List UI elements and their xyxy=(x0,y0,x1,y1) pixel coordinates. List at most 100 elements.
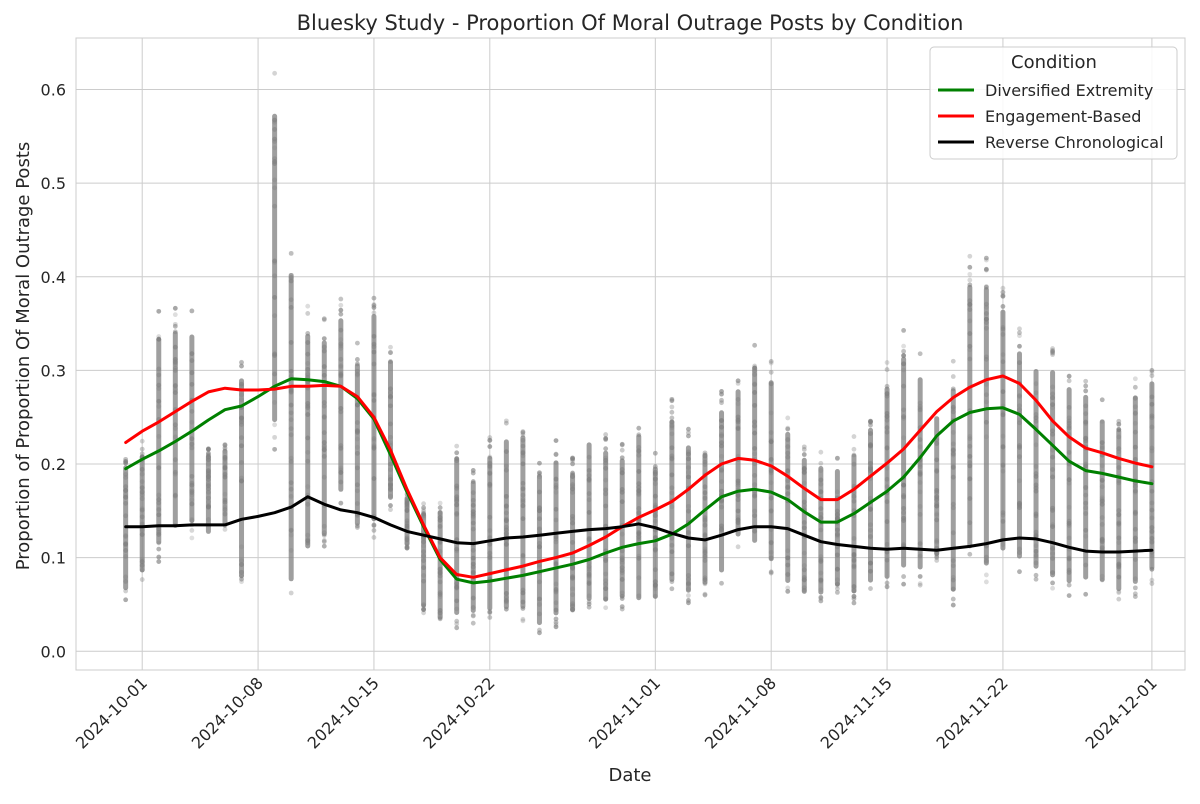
scatter-point xyxy=(901,581,907,587)
scatter-point xyxy=(520,449,526,455)
scatter-point xyxy=(553,619,559,625)
scatter-point xyxy=(206,517,211,522)
scatter-point xyxy=(917,582,923,588)
scatter-point xyxy=(172,323,178,329)
scatter-point xyxy=(884,549,890,555)
scatter-point xyxy=(239,569,244,575)
scatter-point xyxy=(785,444,791,450)
scatter-point xyxy=(338,341,344,347)
scatter-point xyxy=(735,483,741,488)
scatter-point xyxy=(503,518,509,524)
scatter-point xyxy=(206,452,211,458)
scatter-point xyxy=(222,497,228,503)
scatter-point xyxy=(586,579,592,585)
scatter-point xyxy=(917,351,923,357)
scatter-point xyxy=(354,428,360,434)
scatter-point xyxy=(818,506,824,511)
scatter-point xyxy=(156,546,162,552)
scatter-point xyxy=(950,474,956,480)
scatter-point xyxy=(1033,576,1039,582)
scatter-point xyxy=(901,383,907,389)
scatter-point xyxy=(983,579,989,585)
scatter-point xyxy=(702,453,708,459)
scatter-point xyxy=(652,547,658,553)
scatter-point xyxy=(1066,405,1072,410)
scatter-layer xyxy=(123,70,1155,636)
scatter-point xyxy=(388,461,393,467)
scatter-point xyxy=(123,494,129,500)
scatter-point xyxy=(421,602,426,608)
scatter-point xyxy=(371,333,377,339)
scatter-point xyxy=(222,511,228,517)
scatter-column xyxy=(239,359,245,585)
scatter-point xyxy=(437,594,443,600)
scatter-point xyxy=(487,550,493,556)
scatter-point xyxy=(454,485,460,491)
scatter-point xyxy=(967,453,973,459)
scatter-point xyxy=(917,462,923,467)
scatter-point xyxy=(851,553,857,559)
scatter-point xyxy=(520,499,526,505)
scatter-point xyxy=(470,547,476,553)
scatter-point xyxy=(222,442,228,448)
scatter-point xyxy=(305,311,311,316)
scatter-point xyxy=(1017,443,1022,449)
lines-layer xyxy=(124,374,1154,585)
scatter-point xyxy=(421,565,426,571)
scatter-point xyxy=(421,539,426,545)
scatter-point xyxy=(586,572,592,578)
scatter-point xyxy=(934,550,940,556)
scatter-point xyxy=(338,409,344,415)
scatter-point xyxy=(272,127,278,132)
scatter-point xyxy=(619,489,625,495)
scatter-point xyxy=(222,507,228,512)
scatter-point xyxy=(1066,523,1072,528)
scatter-point xyxy=(454,598,460,604)
scatter-point xyxy=(388,507,393,513)
scatter-point xyxy=(123,533,129,538)
scatter-point xyxy=(503,418,509,424)
scatter-column xyxy=(1050,346,1056,591)
scatter-point xyxy=(603,455,609,461)
scatter-point xyxy=(1066,425,1072,431)
scatter-point xyxy=(686,503,691,509)
scatter-point xyxy=(537,564,542,570)
scatter-point xyxy=(172,344,178,350)
scatter-point xyxy=(1033,511,1039,517)
scatter-point xyxy=(801,466,807,471)
scatter-point xyxy=(487,555,493,561)
scatter-point xyxy=(1066,518,1072,524)
scatter-point xyxy=(454,511,460,516)
scatter-point xyxy=(636,481,642,486)
scatter-point xyxy=(1066,480,1072,486)
scatter-point xyxy=(1083,419,1089,425)
scatter-point xyxy=(619,560,625,566)
scatter-point xyxy=(437,569,443,575)
scatter-point xyxy=(669,586,675,592)
scatter-point xyxy=(785,415,791,421)
scatter-point xyxy=(156,336,162,342)
scatter-point xyxy=(272,117,278,123)
scatter-point xyxy=(553,476,559,482)
scatter-point xyxy=(884,484,890,490)
scatter-point xyxy=(454,621,460,627)
scatter-point xyxy=(1017,343,1022,349)
scatter-point xyxy=(156,559,162,564)
scatter-point xyxy=(156,403,162,409)
scatter-point xyxy=(636,484,642,490)
scatter-point xyxy=(288,426,294,432)
scatter-point xyxy=(901,493,907,498)
x-tick-label: 2024-11-01 xyxy=(585,673,664,752)
scatter-point xyxy=(950,451,956,457)
scatter-point xyxy=(123,574,129,580)
scatter-point xyxy=(1083,461,1089,467)
scatter-column xyxy=(1116,418,1122,602)
scatter-point xyxy=(1132,420,1138,426)
scatter-point xyxy=(686,451,691,457)
scatter-point xyxy=(934,551,940,557)
scatter-point xyxy=(768,539,774,545)
scatter-point xyxy=(139,479,145,484)
scatter-point xyxy=(1099,545,1105,551)
scatter-point xyxy=(1149,515,1155,521)
scatter-point xyxy=(967,331,973,336)
